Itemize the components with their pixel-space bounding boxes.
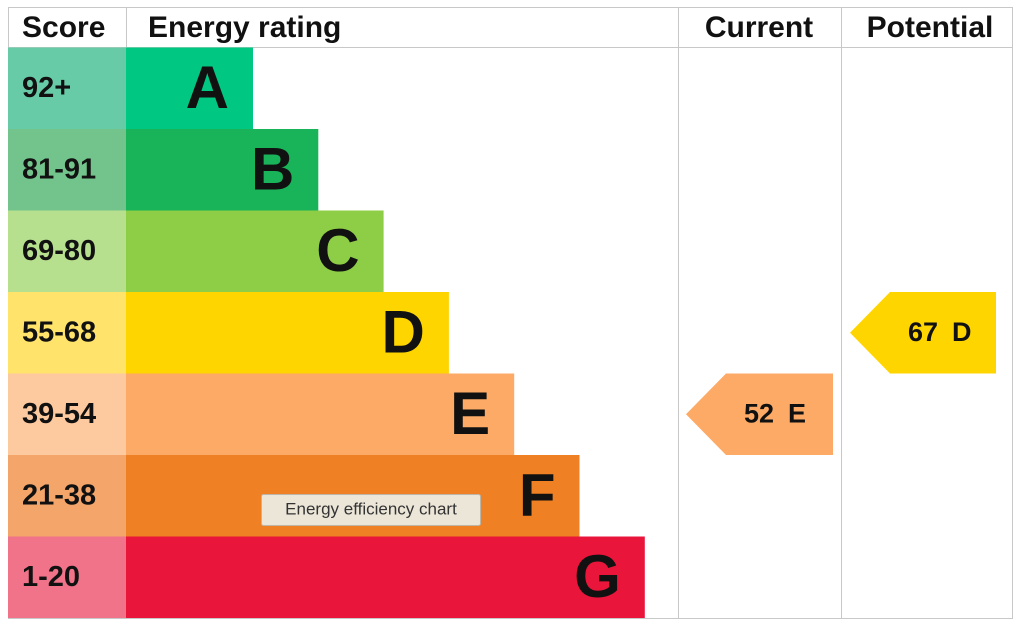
rows: 92+ A 81-91 B 69-80 C 55-68 D 39-54 E 21-38 F 1-20 G 5… <box>8 47 996 618</box>
header-potential: Potential <box>867 11 994 44</box>
score-label: 1-20 <box>22 561 80 593</box>
score-cell <box>8 536 126 618</box>
rating-letter: D <box>382 299 425 366</box>
potential-arrow <box>850 292 996 374</box>
header-rating: Energy rating <box>148 11 341 44</box>
score-label: 55-68 <box>22 316 96 348</box>
score-cell <box>8 210 126 292</box>
current-letter: E <box>788 398 806 428</box>
rating-bar <box>126 536 645 618</box>
tooltip-box <box>261 494 481 526</box>
rating-letter: F <box>519 462 556 529</box>
rating-letter: C <box>316 217 359 284</box>
rating-bar <box>126 373 515 455</box>
score-label: 81-91 <box>22 153 96 185</box>
score-cell <box>8 129 126 211</box>
score-cell <box>8 47 126 129</box>
tooltip: Energy efficiency chart <box>261 494 481 526</box>
score-cell <box>8 292 126 374</box>
score-label: 21-38 <box>22 479 96 511</box>
rating-bar <box>126 292 449 374</box>
header-score: Score <box>22 11 105 44</box>
potential-letter: D <box>952 317 972 347</box>
score-label: 92+ <box>22 72 71 104</box>
score-label: 39-54 <box>22 398 96 430</box>
current-value: 52 <box>744 398 774 428</box>
current-arrow <box>686 373 833 455</box>
rating-letter: E <box>450 380 490 447</box>
score-cell <box>8 373 126 455</box>
rating-bar <box>126 47 253 129</box>
rating-bar <box>126 129 319 211</box>
header-current: Current <box>705 11 813 44</box>
tooltip-text: Energy efficiency chart <box>285 499 457 518</box>
rating-bar <box>126 210 384 292</box>
score-label: 69-80 <box>22 235 96 267</box>
rating-letter: G <box>574 543 621 610</box>
rating-letter: B <box>251 136 294 203</box>
score-cell <box>8 455 126 537</box>
rating-letter: A <box>186 54 229 121</box>
potential-value: 67 <box>908 317 938 347</box>
